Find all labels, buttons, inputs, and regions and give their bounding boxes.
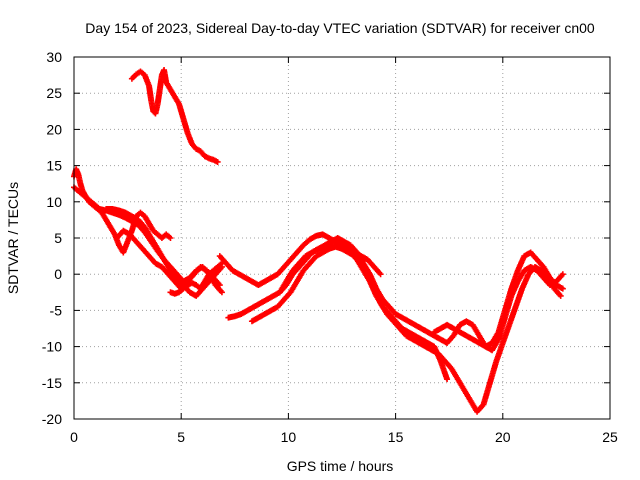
y-tick-label: 5 [54,230,62,246]
y-tick-label: 10 [46,194,62,210]
x-tick-label: 5 [177,429,185,445]
y-tick-label: 15 [46,158,62,174]
y-tick-label: 30 [46,49,62,65]
series-arc-10 [276,242,451,383]
series-arc-1 [128,67,221,165]
data-point [559,271,566,278]
y-tick-label: 0 [54,266,62,282]
x-axis-label: GPS time / hours [287,458,394,474]
x-tick-label: 15 [388,429,404,445]
y-axis-label: SDTVAR / TECUs [5,182,21,294]
chart-title: Day 154 of 2023, Sidereal Day-to-day VTE… [85,20,595,36]
y-tick-label: -15 [42,375,62,391]
y-tick-label: -5 [50,302,63,318]
data-point [214,158,221,165]
data-point [218,289,225,296]
y-tick-label: 25 [46,85,62,101]
data-point [557,292,564,299]
series-arc-6 [167,260,225,297]
x-tick-label: 20 [495,429,511,445]
y-tick-label: -20 [42,411,62,427]
data-point [559,285,566,292]
data-point [444,376,451,383]
y-tick-label: 20 [46,121,62,137]
data-series [71,67,566,415]
x-tick-label: 0 [70,429,78,445]
plot-frame [73,56,611,420]
data-point [167,235,174,241]
x-tick-label: 25 [602,429,618,445]
series-arc-3 [71,184,225,296]
data-point [377,271,384,278]
series-arc-7 [225,235,566,354]
series-arc-11 [431,249,566,350]
x-tick-label: 10 [281,429,297,445]
y-tick-label: -10 [42,339,62,355]
data-point [216,282,223,289]
axis-ticks: 0 5 10 15 20 25 -20 -15 -10 -5 0 5 10 15 20 25 30 [42,49,618,445]
